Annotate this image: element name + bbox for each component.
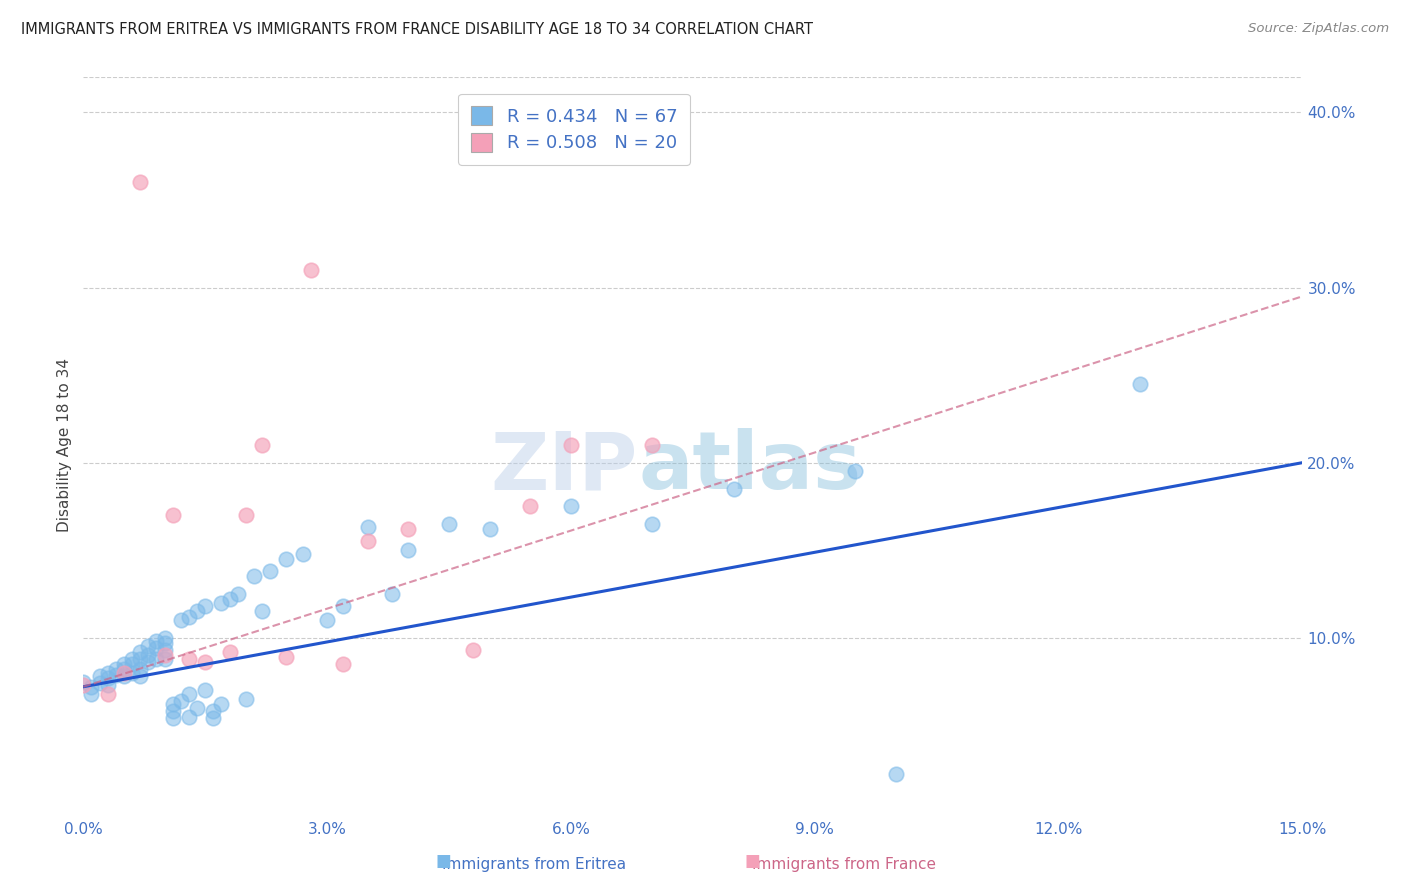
Text: ■: ■ — [434, 852, 451, 870]
Point — [129, 652, 152, 666]
Text: ■: ■ — [744, 852, 761, 870]
Point — [97, 687, 120, 701]
Point — [153, 631, 176, 645]
Point — [202, 711, 225, 725]
Point — [129, 662, 152, 676]
Point — [162, 704, 184, 718]
Point — [129, 176, 152, 190]
Point — [153, 652, 176, 666]
Point — [129, 645, 152, 659]
Text: IMMIGRANTS FROM ERITREA VS IMMIGRANTS FROM FRANCE DISABILITY AGE 18 TO 34 CORREL: IMMIGRANTS FROM ERITREA VS IMMIGRANTS FR… — [21, 22, 813, 37]
Point — [112, 669, 135, 683]
Legend: R = 0.434   N = 67, R = 0.508   N = 20: R = 0.434 N = 67, R = 0.508 N = 20 — [458, 94, 690, 165]
Point — [112, 665, 135, 680]
Point — [136, 655, 159, 669]
Point — [97, 665, 120, 680]
Point — [121, 665, 143, 680]
Point — [357, 534, 380, 549]
Point — [235, 692, 257, 706]
Point — [357, 520, 380, 534]
Text: ZIP: ZIP — [491, 428, 638, 506]
Point — [129, 669, 152, 683]
Point — [276, 650, 298, 665]
Point — [299, 263, 322, 277]
Point — [332, 599, 354, 614]
Point — [211, 596, 233, 610]
Point — [153, 643, 176, 657]
Point — [463, 643, 485, 657]
Point — [194, 655, 217, 669]
Point — [177, 609, 200, 624]
Point — [250, 438, 273, 452]
Point — [72, 674, 94, 689]
Point — [276, 552, 298, 566]
Point — [170, 613, 193, 627]
Point — [170, 694, 193, 708]
Text: Immigrants from France: Immigrants from France — [752, 857, 935, 872]
Point — [723, 482, 745, 496]
Point — [641, 438, 664, 452]
Point — [519, 500, 541, 514]
Point — [121, 657, 143, 671]
Point — [121, 652, 143, 666]
Point — [136, 648, 159, 663]
Point — [560, 438, 582, 452]
Point — [218, 592, 240, 607]
Point — [332, 657, 354, 671]
Text: atlas: atlas — [638, 428, 860, 506]
Point — [243, 569, 266, 583]
Point — [80, 680, 103, 694]
Point — [186, 605, 208, 619]
Text: Immigrants from Eritrea: Immigrants from Eritrea — [443, 857, 626, 872]
Point — [202, 704, 225, 718]
Point — [259, 564, 281, 578]
Point — [211, 698, 233, 712]
Y-axis label: Disability Age 18 to 34: Disability Age 18 to 34 — [58, 358, 72, 533]
Point — [641, 516, 664, 531]
Point — [162, 508, 184, 523]
Point — [844, 464, 866, 478]
Point — [226, 587, 249, 601]
Point — [112, 657, 135, 671]
Point — [186, 700, 208, 714]
Point — [153, 648, 176, 663]
Point — [194, 683, 217, 698]
Point — [235, 508, 257, 523]
Point — [97, 678, 120, 692]
Point — [218, 645, 240, 659]
Point — [194, 599, 217, 614]
Point — [145, 652, 167, 666]
Point — [177, 652, 200, 666]
Point — [162, 698, 184, 712]
Point — [1129, 376, 1152, 391]
Point — [478, 522, 501, 536]
Point — [316, 613, 339, 627]
Point — [560, 500, 582, 514]
Point — [396, 543, 419, 558]
Point — [72, 678, 94, 692]
Point — [250, 605, 273, 619]
Point — [112, 662, 135, 676]
Point — [396, 522, 419, 536]
Point — [136, 640, 159, 654]
Point — [80, 687, 103, 701]
Point — [177, 709, 200, 723]
Point — [291, 547, 314, 561]
Point — [884, 767, 907, 781]
Point — [97, 671, 120, 685]
Point — [381, 587, 404, 601]
Point — [104, 667, 127, 681]
Point — [89, 676, 111, 690]
Point — [437, 516, 460, 531]
Point — [145, 641, 167, 656]
Point — [153, 636, 176, 650]
Point — [162, 711, 184, 725]
Point — [104, 662, 127, 676]
Point — [177, 687, 200, 701]
Point — [145, 634, 167, 648]
Text: Source: ZipAtlas.com: Source: ZipAtlas.com — [1249, 22, 1389, 36]
Point — [89, 669, 111, 683]
